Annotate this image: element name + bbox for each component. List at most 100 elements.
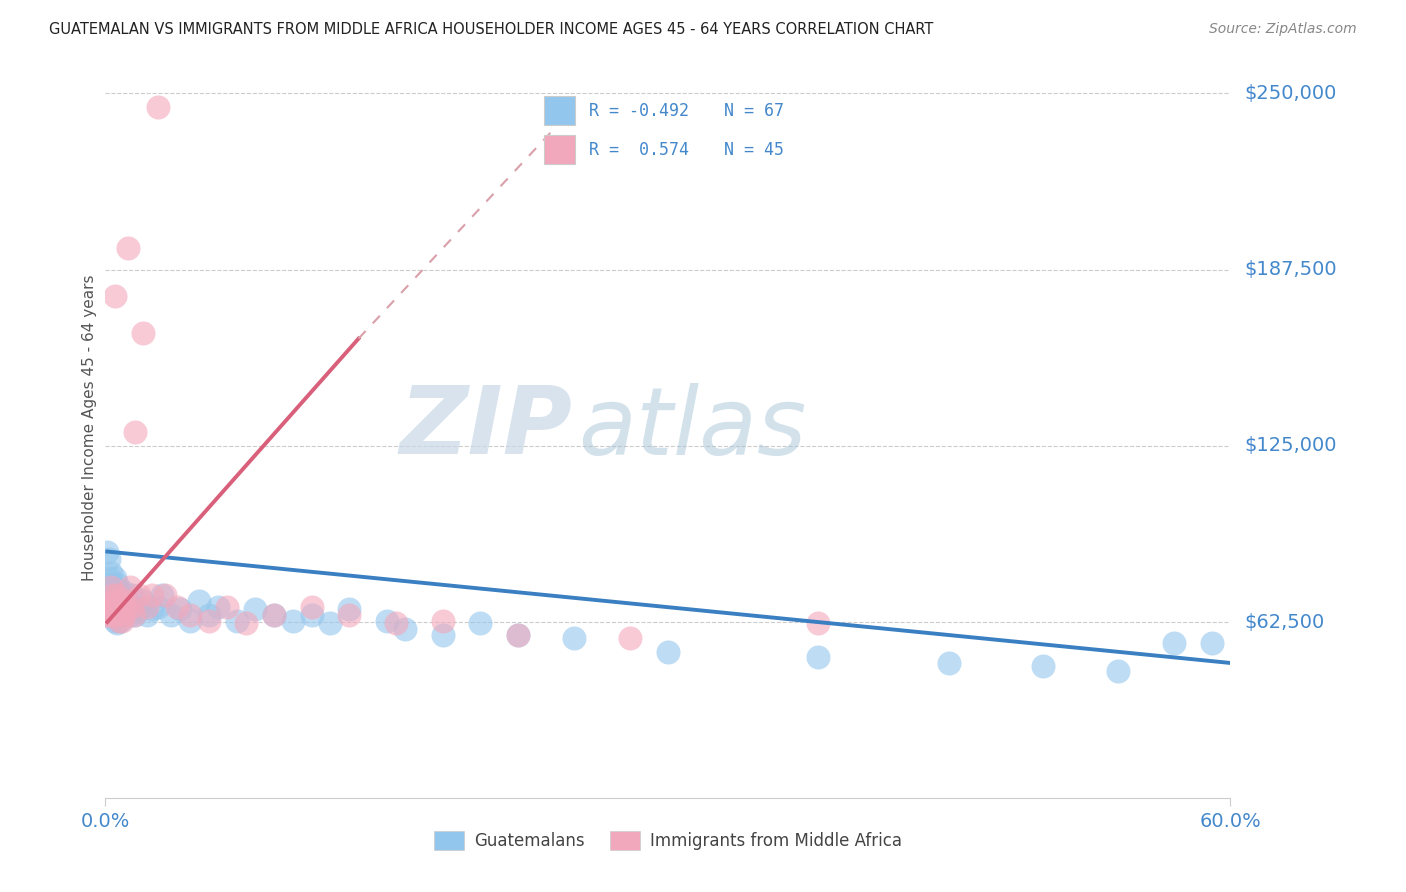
Point	[104, 571, 127, 585]
Point	[155, 588, 177, 602]
Point	[207, 599, 229, 614]
Point	[107, 594, 129, 608]
Text: Source: ZipAtlas.com: Source: ZipAtlas.com	[1209, 22, 1357, 37]
Point	[432, 628, 454, 642]
Point	[160, 607, 183, 622]
Point	[96, 544, 118, 558]
Point	[135, 599, 157, 614]
Point	[101, 607, 124, 622]
Point	[166, 599, 188, 614]
Point	[104, 614, 127, 628]
Point	[128, 588, 150, 602]
Point	[169, 602, 191, 616]
Point	[179, 614, 201, 628]
Point	[132, 326, 155, 340]
Point	[107, 599, 129, 614]
Point	[105, 588, 128, 602]
Point	[100, 580, 122, 594]
Point	[105, 607, 128, 622]
Point	[105, 577, 128, 591]
Point	[101, 588, 124, 602]
Point	[100, 577, 122, 591]
Point	[470, 616, 492, 631]
Point	[118, 607, 141, 622]
Point	[104, 585, 127, 599]
Point	[619, 631, 641, 645]
Point	[107, 614, 129, 628]
Point	[197, 614, 219, 628]
Point	[100, 599, 122, 614]
Point	[98, 588, 121, 602]
Point	[394, 622, 416, 636]
Point	[117, 241, 139, 255]
Point	[263, 607, 285, 622]
Point	[98, 551, 121, 566]
Point	[111, 599, 134, 614]
Point	[96, 580, 118, 594]
Point	[938, 656, 960, 670]
Point	[111, 607, 134, 622]
Point	[98, 599, 121, 614]
Point	[179, 607, 201, 622]
Point	[1032, 658, 1054, 673]
Point	[110, 614, 132, 628]
Point	[117, 599, 139, 614]
Point	[146, 599, 169, 614]
Point	[96, 599, 118, 614]
Point	[100, 599, 122, 614]
Point	[121, 588, 143, 602]
Point	[104, 289, 127, 303]
Point	[375, 614, 398, 628]
Point	[506, 628, 529, 642]
Point	[657, 645, 679, 659]
Point	[188, 594, 211, 608]
Point	[337, 602, 360, 616]
Point	[225, 614, 247, 628]
Point	[110, 599, 132, 614]
Point	[1163, 636, 1185, 650]
Point	[101, 580, 124, 594]
Point	[506, 628, 529, 642]
Point	[263, 607, 285, 622]
Point	[301, 599, 323, 614]
Point	[104, 599, 127, 614]
Point	[98, 571, 121, 585]
Point	[1201, 636, 1223, 650]
Point	[101, 605, 124, 619]
Point	[132, 594, 155, 608]
Point	[118, 580, 141, 594]
Point	[107, 607, 129, 622]
Point	[122, 607, 145, 622]
Point	[104, 602, 127, 616]
Text: $125,000: $125,000	[1244, 436, 1337, 455]
Y-axis label: Householder Income Ages 45 - 64 years: Householder Income Ages 45 - 64 years	[82, 275, 97, 582]
Point	[100, 566, 122, 580]
Point	[807, 650, 830, 665]
Point	[135, 607, 157, 622]
Point	[245, 602, 267, 616]
Point	[301, 607, 323, 622]
Text: $187,500: $187,500	[1244, 260, 1337, 279]
Point	[124, 607, 146, 622]
Point	[146, 100, 169, 114]
Point	[122, 599, 145, 614]
Point	[112, 607, 135, 622]
Point	[1107, 665, 1129, 679]
Legend: Guatemalans, Immigrants from Middle Africa: Guatemalans, Immigrants from Middle Afri…	[427, 824, 908, 856]
Text: GUATEMALAN VS IMMIGRANTS FROM MIDDLE AFRICA HOUSEHOLDER INCOME AGES 45 - 64 YEAR: GUATEMALAN VS IMMIGRANTS FROM MIDDLE AFR…	[49, 22, 934, 37]
Point	[105, 602, 128, 616]
Point	[112, 594, 135, 608]
Point	[101, 591, 124, 606]
Point	[105, 588, 128, 602]
Point	[110, 594, 132, 608]
Point	[112, 602, 135, 616]
Point	[105, 616, 128, 631]
Point	[281, 614, 304, 628]
Point	[807, 616, 830, 631]
Point	[197, 607, 219, 622]
Point	[235, 616, 257, 631]
Point	[432, 614, 454, 628]
Point	[121, 599, 143, 614]
Point	[115, 594, 138, 608]
Point	[217, 599, 239, 614]
